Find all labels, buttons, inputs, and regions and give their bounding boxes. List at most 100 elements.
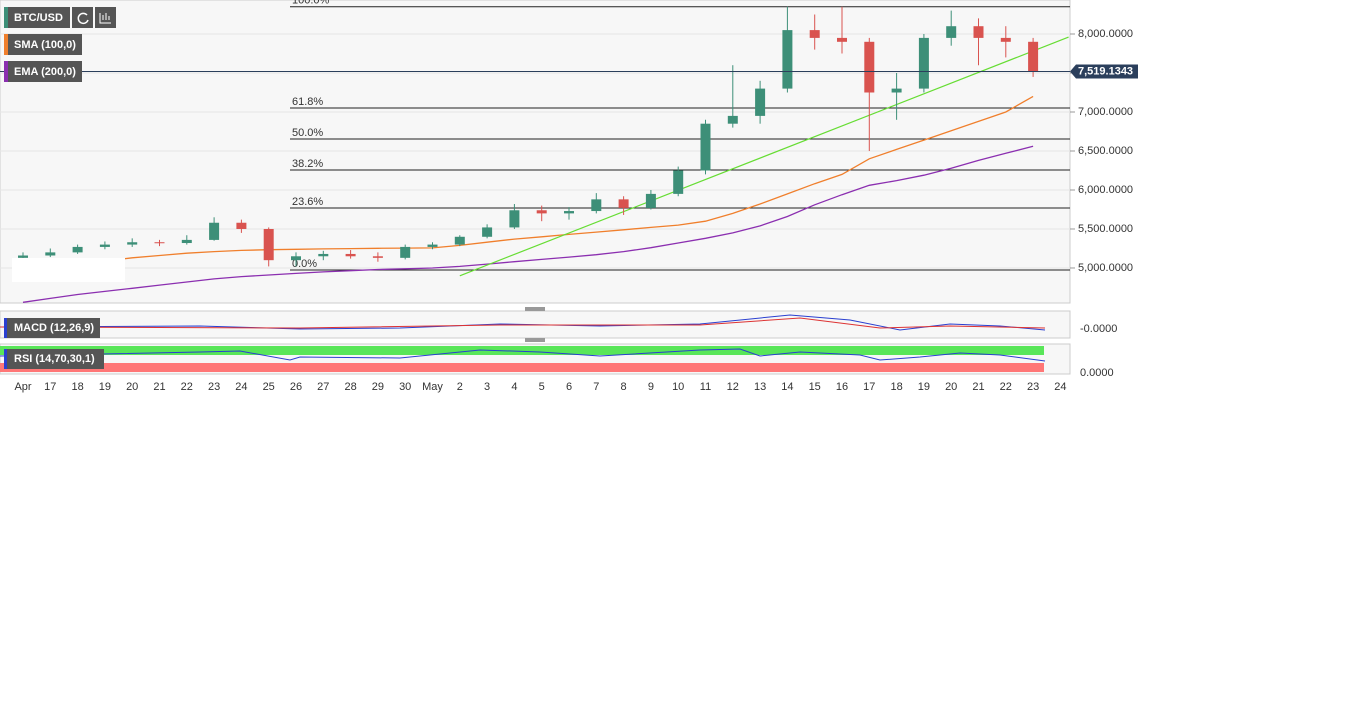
- x-tick-label: 10: [672, 381, 684, 393]
- x-tick-label: 24: [1054, 381, 1066, 393]
- candle-body: [18, 255, 28, 258]
- legend-bg: [4, 34, 82, 55]
- candle-body: [673, 170, 684, 194]
- x-tick-label: 19: [918, 381, 930, 393]
- x-tick-label: May: [422, 381, 443, 393]
- candle-body: [236, 222, 247, 229]
- last-price-label: 7,519.1343: [1078, 65, 1133, 77]
- panel-handle[interactable]: [525, 338, 545, 342]
- x-tick-label: 9: [648, 381, 654, 393]
- candle-body: [291, 256, 301, 261]
- x-tick-label: 26: [290, 381, 302, 393]
- rsi-oversold: [0, 363, 1044, 372]
- candle-body: [809, 30, 820, 38]
- candle-body: [454, 236, 465, 245]
- x-tick-label: 11: [700, 381, 711, 393]
- x-tick-label: 14: [781, 381, 793, 393]
- candle-body: [645, 193, 656, 208]
- x-tick-label: 22: [1000, 381, 1012, 393]
- candle-body: [345, 253, 356, 257]
- last-price-box: [1070, 64, 1138, 79]
- indicator-swatch: [4, 318, 7, 338]
- macd-line: [0, 314, 1046, 331]
- candle-body: [700, 123, 711, 171]
- legend-label: SMA (100,0): [14, 39, 76, 51]
- candle-body: [973, 26, 984, 38]
- x-tick-label: 19: [99, 381, 111, 393]
- candle-body: [891, 88, 902, 93]
- y-tick-label: 7,000.0000: [1078, 106, 1133, 118]
- x-tick-label: 25: [263, 381, 275, 393]
- candle-body: [427, 244, 438, 247]
- indicator-tick: 0.0000: [1080, 367, 1114, 379]
- x-tick-label: 15: [809, 381, 821, 393]
- candle-body: [263, 228, 274, 261]
- refresh-button[interactable]: [72, 7, 93, 28]
- candle-body: [1028, 41, 1039, 72]
- x-tick-label: 27: [317, 381, 329, 393]
- legend-title: BTC/USD: [14, 12, 63, 24]
- candle-body: [509, 210, 520, 228]
- price-panel: [0, 0, 1071, 304]
- fib-label: 61.8%: [292, 96, 323, 108]
- x-tick-label: 5: [539, 381, 545, 393]
- candle-body: [127, 242, 138, 245]
- x-tick-label: 6: [566, 381, 572, 393]
- candle-body: [318, 253, 329, 257]
- x-tick-label: 17: [863, 381, 875, 393]
- indicator-tick: -0.0000: [1080, 323, 1117, 335]
- candle-body: [45, 252, 56, 256]
- x-tick-label: 2: [457, 381, 463, 393]
- x-tick-label: 17: [44, 381, 56, 393]
- candle-body: [564, 211, 574, 214]
- candle-body: [400, 246, 411, 258]
- candle-body: [864, 41, 875, 93]
- x-tick-label: 12: [727, 381, 739, 393]
- trendline: [459, 36, 1069, 277]
- indicator-swatch: [4, 349, 7, 369]
- settings-icon: [99, 13, 111, 24]
- legend-swatch: [4, 34, 8, 55]
- macd-signal: [0, 317, 1046, 329]
- indicator-line: [22, 145, 1034, 303]
- candle-body: [72, 246, 83, 253]
- x-tick-label: 21: [972, 381, 984, 393]
- x-tick-label: 21: [153, 381, 165, 393]
- x-tick-label: 22: [181, 381, 193, 393]
- x-tick-label: 16: [836, 381, 848, 393]
- candle-body: [99, 244, 110, 247]
- y-tick-label: 5,500.0000: [1078, 223, 1133, 235]
- candle-body: [1000, 37, 1011, 42]
- candle-body: [782, 30, 793, 89]
- legend-swatch: [4, 7, 8, 28]
- rsi-line: [0, 348, 1046, 362]
- fib-label: 38.2%: [292, 158, 323, 170]
- candle-body: [727, 115, 738, 124]
- x-tick-label: 28: [344, 381, 356, 393]
- x-tick-label: 4: [511, 381, 517, 393]
- legend-label: EMA (200,0): [14, 66, 76, 78]
- x-tick-label: 20: [126, 381, 138, 393]
- y-tick-label: 6,500.0000: [1078, 145, 1133, 157]
- fib-label: 23.6%: [292, 196, 323, 208]
- x-tick-label: 3: [484, 381, 490, 393]
- y-tick-label: 6,000.0000: [1078, 184, 1133, 196]
- indicator-label-bg: [4, 349, 104, 369]
- panel-handle[interactable]: [525, 307, 545, 311]
- indicator-label: MACD (12,26,9): [14, 322, 94, 334]
- x-tick-label: 23: [208, 381, 220, 393]
- candle-body: [372, 256, 383, 258]
- fib-label: 0.0%: [292, 258, 317, 270]
- candle-body: [946, 26, 957, 38]
- candle-body: [618, 199, 629, 208]
- x-tick-label: 24: [235, 381, 247, 393]
- x-tick-label: Apr: [14, 381, 31, 393]
- candle-body: [837, 37, 847, 42]
- fib-label: 50.0%: [292, 127, 323, 139]
- rsi-overbought: [0, 346, 1044, 355]
- y-tick-label: 5,000.0000: [1078, 262, 1133, 274]
- candle-body: [154, 242, 165, 244]
- blank-box: [12, 258, 125, 282]
